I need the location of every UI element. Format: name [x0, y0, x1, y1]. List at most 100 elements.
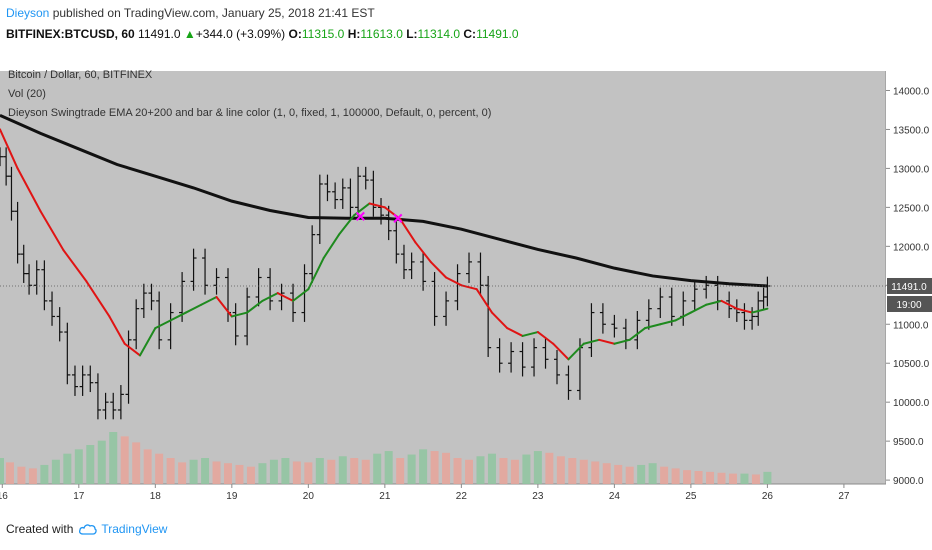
up-arrow-icon: ▲ [183, 27, 196, 41]
volume-bars [0, 432, 772, 484]
low-label: L: [406, 27, 418, 41]
ema-20-segment [383, 206, 402, 221]
legend-indicator: Dieyson Swingtrade EMA 20+200 and bar & … [8, 107, 491, 119]
volume-bar [269, 459, 278, 484]
y-tick-label: 9000.0 [893, 476, 924, 487]
plot-area[interactable] [0, 71, 886, 484]
x-tick-label: 24 [609, 491, 621, 502]
volume-bar [568, 458, 577, 484]
axis-labels: 9000.09500.010000.010500.011000.011500.0… [0, 86, 932, 502]
volume-bar [0, 458, 4, 484]
ema-20-segment [16, 167, 42, 213]
price-bars [0, 147, 771, 420]
volume-bar [556, 456, 565, 484]
ema-20-segment [598, 338, 616, 345]
volume-bar [109, 432, 118, 484]
ema-20-segment [720, 299, 738, 310]
y-tick-label: 13000.0 [893, 164, 930, 175]
ema-20-segment [582, 338, 601, 345]
chart-container[interactable]: ×× 9000.09500.010000.010500.011000.01150… [0, 47, 932, 507]
volume-bar [625, 466, 634, 484]
price-chart[interactable]: ×× 9000.09500.010000.010500.011000.01150… [0, 47, 932, 507]
high-label: H: [347, 27, 361, 41]
symbol-label[interactable]: BITFINEX:BTCUSD, 60 [6, 27, 135, 41]
ema-20-segment [674, 311, 692, 322]
ema-20-segment [414, 241, 432, 263]
volume-bar [178, 462, 187, 484]
ema-20-segment [108, 315, 126, 345]
ema-20-segment [123, 342, 142, 357]
author-link[interactable]: Dieyson [6, 6, 50, 20]
volume-bar [28, 468, 37, 484]
volume-bar [751, 474, 760, 484]
footer: Created with TradingView [6, 522, 167, 536]
ema-20-segment [475, 288, 493, 314]
volume-bar [120, 436, 129, 484]
volume-bar [430, 451, 439, 484]
ema-20-segment [429, 260, 448, 279]
ema-20-segment [490, 311, 509, 330]
volume-bar [304, 462, 313, 484]
ema-20-segment [307, 257, 325, 291]
volume-bar [533, 451, 542, 484]
volume-bar [763, 471, 772, 484]
cross-markers: × × [355, 207, 403, 229]
volume-bar [17, 466, 26, 484]
y-tick-label: 12500.0 [893, 203, 930, 214]
change-value: +344.0 (+3.09%) [195, 27, 286, 41]
y-tick-label: 12000.0 [893, 242, 930, 253]
symbol-ohlc-line: BITFINEX:BTCUSD, 60 11491.0 ▲+344.0 (+3.… [6, 27, 519, 41]
ema-20-segment [735, 307, 754, 314]
ema-20-segment [399, 218, 417, 244]
x-tick-label: 20 [303, 491, 315, 502]
tradingview-brand: TradingView [101, 522, 168, 536]
ema-20-segment [139, 327, 157, 357]
volume-bar [327, 459, 336, 484]
volume-bar [442, 452, 451, 484]
volume-bar [591, 461, 600, 484]
x-tick-label: 18 [150, 491, 162, 502]
volume-bar [706, 471, 715, 484]
volume-bar [5, 462, 14, 484]
last-price-tag [887, 277, 932, 294]
volume-bar [660, 466, 669, 484]
volume-bar [86, 445, 95, 484]
open-value: 11315.0 [301, 27, 345, 41]
ema-20-segment [0, 128, 19, 170]
volume-bar [510, 459, 519, 484]
chart-legend: Bitcoin / Dollar, 60, BITFINEX Vol (20) … [8, 69, 491, 119]
volume-bar [246, 466, 255, 484]
ema-20-segment [169, 311, 187, 322]
ema-200-line [0, 114, 768, 288]
cross-marker-icon: × [355, 207, 366, 227]
ema-20-segment [39, 210, 65, 252]
ema-20-segment [261, 292, 279, 302]
volume-bar [373, 453, 382, 484]
time-tag-label: 19:00 [896, 300, 921, 311]
volume-bar [740, 473, 749, 484]
volume-bar [717, 472, 726, 484]
ema-20-segment [276, 292, 295, 302]
volume-bar [728, 473, 737, 484]
last-price: 11491.0 [138, 27, 181, 41]
tradingview-logo[interactable]: TradingView [79, 522, 167, 536]
ema-20-segment [460, 284, 478, 291]
volume-bar [63, 453, 72, 484]
volume-bar [143, 449, 152, 484]
x-tick-label: 19 [226, 491, 238, 502]
x-tick-label: 16 [0, 491, 8, 502]
ema-20-segment [552, 342, 570, 361]
volume-bar [522, 454, 531, 484]
volume-bar [419, 449, 428, 484]
price-axis[interactable] [886, 71, 932, 484]
volume-bar [155, 453, 164, 484]
volume-bar [683, 470, 692, 484]
low-value: 11314.0 [417, 27, 461, 41]
x-tick-label: 27 [838, 491, 850, 502]
legend-volume: Vol (20) [8, 88, 46, 100]
ema-20-segment [643, 323, 662, 330]
volume-bar [579, 459, 588, 484]
volume-bar [235, 464, 244, 484]
ema-20-segment [521, 331, 539, 337]
volume-bar [166, 458, 175, 484]
